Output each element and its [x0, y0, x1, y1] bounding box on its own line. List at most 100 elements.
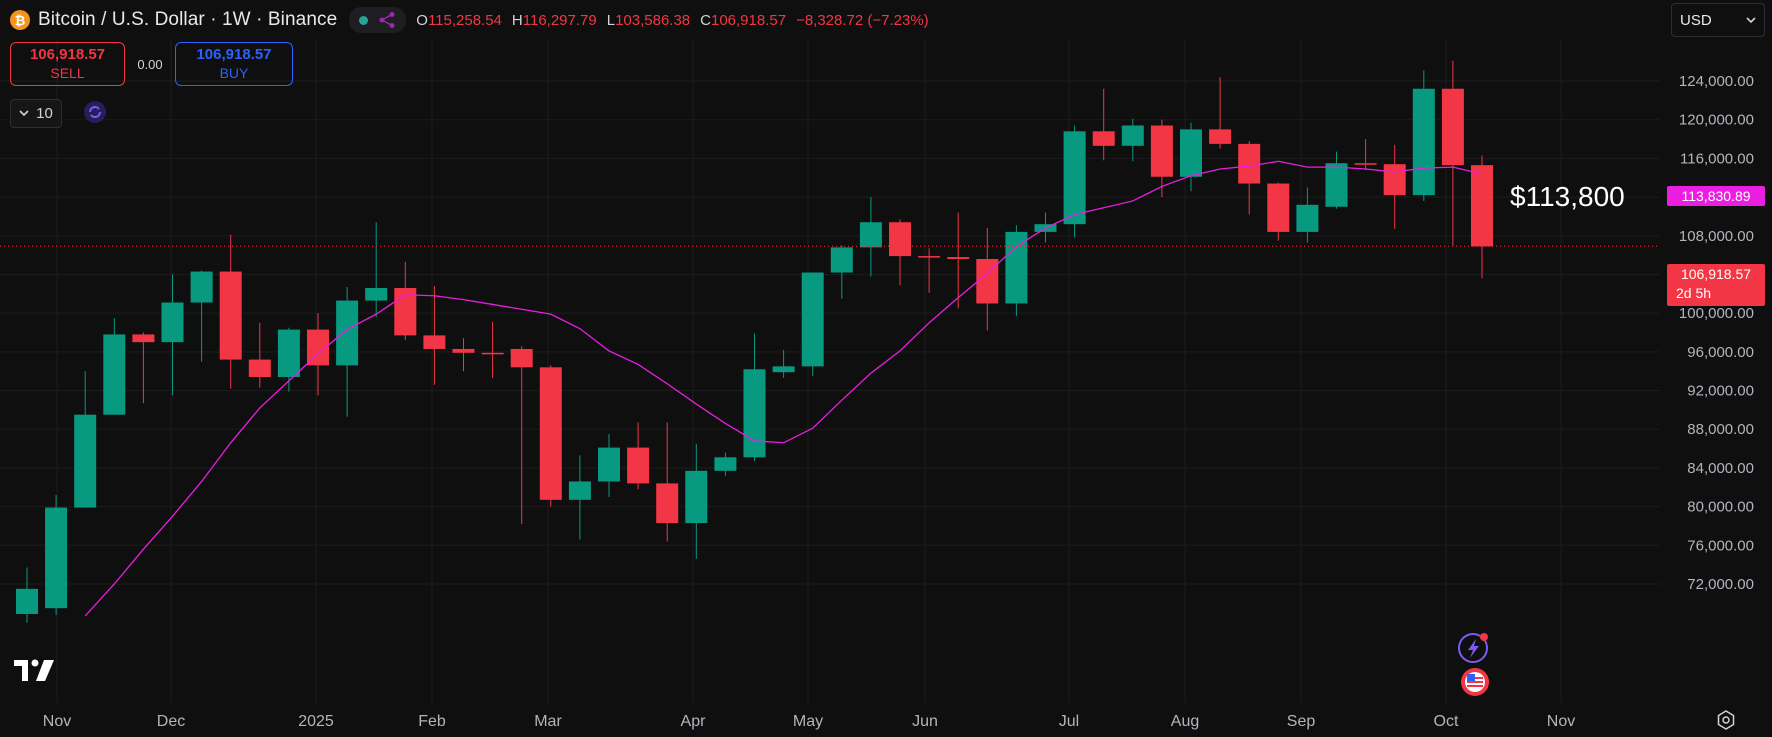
- time-tick-label: Mar: [534, 713, 562, 730]
- candle-body: [394, 288, 417, 336]
- candle: [365, 222, 388, 318]
- candle-body: [132, 334, 155, 343]
- candle: [859, 197, 882, 277]
- candle-body: [307, 329, 329, 366]
- candle-body: [190, 271, 213, 303]
- high-label: H: [511, 11, 523, 29]
- buy-button[interactable]: 106,918.57 BUY: [175, 42, 293, 86]
- time-tick-label: Aug: [1171, 713, 1199, 730]
- current-price-badge: [1667, 264, 1765, 306]
- tradingview-logo-icon[interactable]: [14, 657, 60, 683]
- candle-body: [568, 481, 591, 500]
- sell-button[interactable]: 106,918.57 SELL: [10, 42, 125, 86]
- candle: [16, 567, 38, 623]
- candle: [685, 443, 708, 559]
- current-price-badge-text: 106,918.57: [1681, 266, 1751, 282]
- price-tick-label: 80,000.00: [1687, 499, 1754, 516]
- candle-body: [859, 222, 882, 248]
- candle: [190, 270, 213, 362]
- us-flag-icon[interactable]: [1461, 668, 1489, 696]
- price-tick-label: 120,000.00: [1679, 112, 1754, 129]
- candle: [568, 455, 591, 540]
- moving-average-line: [84, 160, 1483, 617]
- candle-body: [103, 334, 126, 415]
- lightning-icon[interactable]: [1458, 633, 1488, 663]
- time-tick-label: 2025: [298, 713, 334, 730]
- quantity-value: 10: [36, 105, 53, 122]
- candle-body: [1092, 131, 1115, 146]
- candle-body: [481, 352, 504, 355]
- time-axis: Nov Dec 2025 Feb Mar Apr May Jun Jul Aug Sep Oct Nov: [43, 713, 1575, 730]
- price-tick-label: 88,000.00: [1687, 421, 1754, 438]
- candle: [103, 317, 126, 415]
- candle-body: [219, 271, 242, 360]
- low-value: 103,586.38: [615, 11, 691, 29]
- candle: [132, 332, 155, 404]
- candle: [510, 346, 533, 525]
- price-tick-label: 108,000.00: [1679, 228, 1754, 245]
- candle: [1441, 60, 1464, 246]
- candle: [74, 371, 97, 508]
- candle: [772, 349, 795, 378]
- candle: [743, 333, 766, 462]
- close-value: 106,918.57: [710, 11, 787, 29]
- price-tick-label: 84,000.00: [1687, 460, 1754, 477]
- candle: [889, 219, 911, 286]
- candle-body: [656, 483, 679, 524]
- candle: [1354, 139, 1377, 170]
- candle: [598, 434, 620, 497]
- settings-gear-icon[interactable]: [1716, 710, 1736, 730]
- candle-body: [918, 256, 941, 258]
- candle-body: [539, 367, 562, 500]
- sync-icon[interactable]: [84, 101, 106, 123]
- time-tick-label: Feb: [418, 713, 446, 730]
- candle-body: [1267, 183, 1290, 232]
- buy-price: 106,918.57: [196, 46, 272, 63]
- candle: [714, 452, 737, 476]
- ma-value-badge: [1667, 186, 1765, 206]
- candle-body: [365, 288, 388, 301]
- candle: [1412, 70, 1435, 201]
- quantity-dropdown[interactable]: 10: [10, 99, 62, 128]
- change-value: −8,328.72 (−7.23%): [796, 11, 929, 29]
- spread-value: 0.00: [137, 56, 163, 72]
- symbol-title[interactable]: Bitcoin / U.S. Dollar · 1W · Binance: [38, 9, 338, 30]
- candle-body: [452, 348, 475, 353]
- price-axis: 124,000.00120,000.00116,000.00112,000.00…: [1679, 73, 1754, 593]
- price-tick-label: 100,000.00: [1679, 305, 1754, 322]
- candle: [1092, 88, 1115, 161]
- share-network-icon: [379, 12, 395, 28]
- price-annotation: $113,800: [1510, 181, 1625, 212]
- candle-body: [161, 302, 184, 343]
- candle-body: [1354, 163, 1377, 165]
- candle: [277, 327, 300, 392]
- buy-label: BUY: [219, 65, 249, 81]
- candle-body: [1005, 231, 1028, 304]
- candle: [947, 212, 970, 309]
- candle: [976, 228, 999, 331]
- candle: [1296, 187, 1319, 243]
- time-tick-label: Oct: [1434, 713, 1459, 730]
- candle-body: [801, 272, 824, 367]
- candle-body: [627, 447, 650, 484]
- candle-body: [248, 359, 271, 377]
- price-tick-label: 92,000.00: [1687, 383, 1754, 400]
- candle-body: [714, 457, 737, 471]
- candle: [394, 261, 417, 341]
- refresh-icon: [89, 106, 101, 118]
- candle-body: [976, 258, 999, 304]
- ohlc-readout: O115,258.54 H116,297.79 L103,586.38 C106…: [416, 12, 928, 29]
- candle: [918, 248, 941, 293]
- candle: [45, 495, 68, 615]
- chevron-down-icon: [19, 110, 29, 117]
- candle-body: [45, 507, 68, 609]
- candle-body: [1296, 204, 1319, 232]
- bar-countdown-text: 2d 5h: [1676, 285, 1711, 301]
- price-tick-label: 72,000.00: [1687, 576, 1754, 593]
- open-label: O: [416, 11, 428, 29]
- time-tick-label: Dec: [157, 713, 185, 730]
- market-status-pill[interactable]: [349, 7, 407, 33]
- candle-series: [16, 60, 1493, 623]
- currency-select[interactable]: USD: [1671, 3, 1765, 37]
